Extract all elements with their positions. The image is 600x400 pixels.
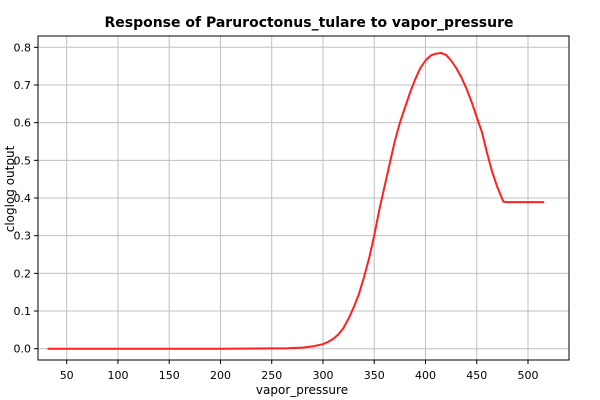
x-tick-label: 150 xyxy=(159,369,180,382)
x-tick-label: 400 xyxy=(415,369,436,382)
y-tick-label: 0.8 xyxy=(14,41,32,54)
chart-title: Response of Paruroctonus_tulare to vapor… xyxy=(104,15,513,31)
y-tick-label: 0.3 xyxy=(14,230,32,243)
x-tick-label: 50 xyxy=(60,369,74,382)
y-tick-label: 0.4 xyxy=(14,192,32,205)
y-tick-label: 0.1 xyxy=(14,305,32,318)
y-tick-label: 0.7 xyxy=(14,79,32,92)
x-tick-label: 500 xyxy=(517,369,538,382)
grid-lines xyxy=(38,36,569,360)
x-tick-label: 250 xyxy=(261,369,282,382)
series-line xyxy=(47,52,545,350)
x-tick-label: 100 xyxy=(107,369,128,382)
x-axis-label: vapor_pressure xyxy=(256,383,348,397)
y-tick-label: 0.2 xyxy=(14,267,32,280)
y-axis-label: cloglog output xyxy=(3,145,17,232)
y-axis-ticks: 0.0 0.1 0.2 0.3 0.4 0.5 0.6 0.7 0.8 xyxy=(14,41,38,356)
series-layer xyxy=(47,52,545,350)
x-tick-label: 300 xyxy=(312,369,333,382)
x-tick-label: 200 xyxy=(210,369,231,382)
x-tick-label: 450 xyxy=(466,369,487,382)
y-tick-label: 0.0 xyxy=(14,343,32,356)
x-axis-ticks: 50 100 150 200 250 300 350 400 450 500 xyxy=(60,360,538,382)
x-tick-label: 350 xyxy=(364,369,385,382)
y-tick-label: 0.6 xyxy=(14,117,32,130)
y-tick-label: 0.5 xyxy=(14,154,32,167)
